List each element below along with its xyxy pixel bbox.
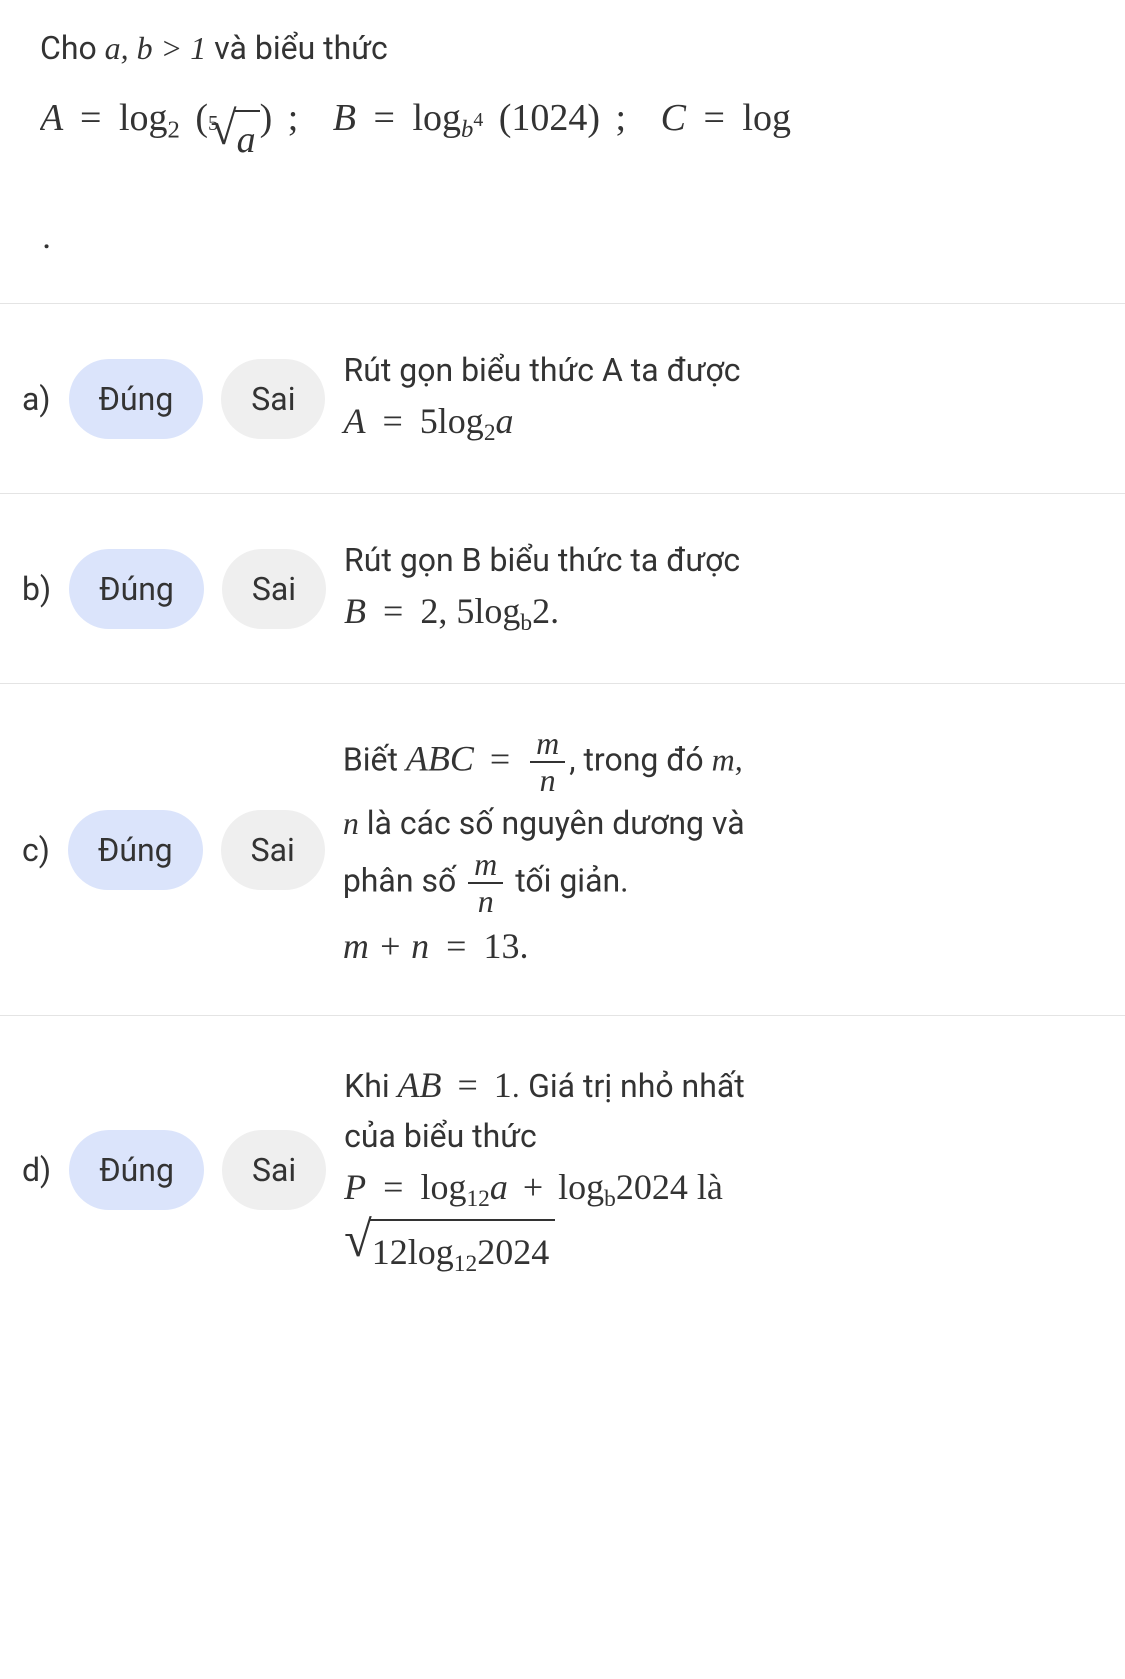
problem-intro: Cho a, b > 1 và biểu thức [40, 24, 1085, 72]
option-d-line1: Khi AB = 1. Giá trị nhỏ nhất [344, 1058, 1103, 1112]
intro-prefix: Cho [40, 29, 105, 67]
option-statement-c: Biết ABC = m n , trong đó m, n là các số… [343, 726, 1103, 973]
option-c-line1: Biết ABC = m n , trong đó m, [343, 726, 1103, 798]
option-row-d: d) Đúng Sai Khi AB = 1. Giá trị nhỏ nhất… [0, 1015, 1125, 1324]
false-button[interactable]: Sai [221, 359, 325, 439]
problem-formula: A = log2 (5√a) ; B = logb4 (1024) ; C = … [40, 90, 1085, 169]
option-statement-a: Rút gọn biểu thức A ta được A = 5log2a [343, 346, 1103, 451]
option-label-b: b) [22, 565, 51, 613]
option-a-text: Rút gọn biểu thức A ta được [343, 346, 1103, 394]
option-c-line3: phân số m n tối giản. [343, 847, 1103, 919]
option-row-b: b) Đúng Sai Rút gọn B biểu thức ta được … [0, 493, 1125, 683]
fraction: m n [468, 847, 503, 919]
option-label-c: c) [22, 826, 50, 874]
problem-statement: Cho a, b > 1 và biểu thức A = log2 (5√a)… [0, 0, 1125, 303]
expr-B: B = logb4 (1024) [333, 97, 610, 139]
sqrt-icon: √ 12log122024 [344, 1219, 555, 1282]
option-c-line2: n là các số nguyên dương và [343, 799, 1103, 847]
option-d-line3: P = log12a + logb2024 là [344, 1160, 1103, 1217]
option-statement-d: Khi AB = 1. Giá trị nhỏ nhất của biểu th… [344, 1058, 1103, 1282]
option-a-formula: A = 5log2a [343, 394, 1103, 451]
option-d-line4: √ 12log122024 [344, 1217, 1103, 1282]
false-button[interactable]: Sai [222, 1130, 326, 1210]
option-b-formula: B = 2, 5logb2. [344, 584, 1103, 641]
option-b-text: Rút gọn B biểu thức ta được [344, 536, 1103, 584]
expr-A: A = log2 (5√a) [40, 97, 282, 139]
true-button[interactable]: Đúng [69, 1130, 204, 1210]
option-label-d: d) [22, 1146, 51, 1194]
option-label-a: a) [22, 375, 51, 423]
option-row-c: c) Đúng Sai Biết ABC = m n , trong đó m,… [0, 683, 1125, 1015]
expr-C: C = log [661, 97, 791, 139]
true-button[interactable]: Đúng [69, 359, 204, 439]
option-statement-b: Rút gọn B biểu thức ta được B = 2, 5logb… [344, 536, 1103, 641]
option-row-a: a) Đúng Sai Rút gọn biểu thức A ta được … [0, 303, 1125, 493]
fraction: m n [530, 726, 565, 798]
intro-suffix: và biểu thức [214, 29, 388, 67]
option-d-line2: của biểu thức [344, 1112, 1103, 1160]
false-button[interactable]: Sai [221, 810, 325, 890]
true-button[interactable]: Đúng [68, 810, 203, 890]
true-button[interactable]: Đúng [69, 549, 204, 629]
option-c-line4: m + n = 13. [343, 919, 1103, 973]
intro-condition: a, b > 1 [105, 30, 215, 66]
false-button[interactable]: Sai [222, 549, 326, 629]
root-icon: 5√a [208, 110, 260, 169]
statement-period: . [40, 209, 1085, 263]
